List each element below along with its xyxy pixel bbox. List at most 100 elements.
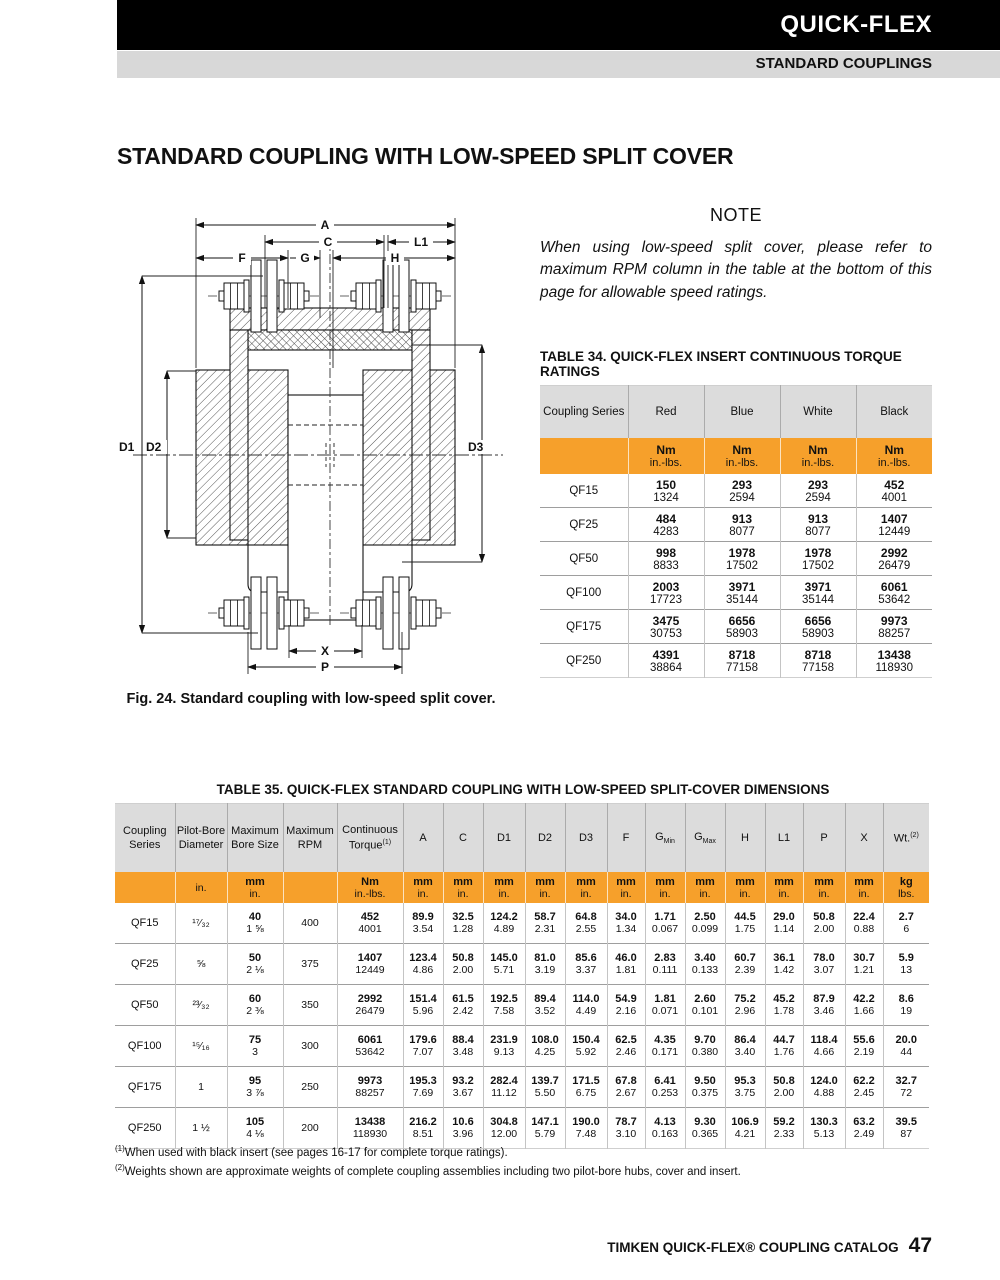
t35-value-cell: 1: [175, 1066, 228, 1108]
t35-col-header-wt-: Wt.(2): [883, 803, 929, 872]
imperial-value: 7.58: [493, 1005, 515, 1017]
single-value: 1 ½: [192, 1122, 210, 1134]
t35-unit-cell: mm in.: [645, 872, 686, 903]
imperial-value: 0.101: [691, 1005, 719, 1017]
t35-value-cell: 1407 12449: [337, 943, 404, 985]
imperial-value: 2.96: [734, 1005, 756, 1017]
single-value: 300: [301, 1040, 319, 1052]
t35-value-cell: 8.6 19: [883, 985, 929, 1026]
nm-value: 998: [655, 545, 677, 560]
t35-value-cell: 350: [283, 984, 338, 1026]
single-value: ⅝: [196, 958, 206, 970]
t35-row-qf15: QF15 ¹⁷⁄₃₂ 40 1 ⅝ 400 452 4001 89.9 3.54 32.5 1.28…: [115, 903, 929, 944]
unit-metric: mm: [695, 875, 715, 888]
imperial-value: 2.42: [452, 1005, 474, 1017]
metric-value: 85.6: [575, 952, 597, 964]
imperial-value: 4.66: [813, 1046, 835, 1058]
imperial-value: 3.75: [734, 1087, 756, 1099]
imperial-value: 5.96: [412, 1005, 434, 1017]
t35-value-cell: 452 4001: [337, 903, 404, 944]
nm-value: 3475: [652, 613, 680, 628]
t35-value-cell: 1 ½: [175, 1107, 228, 1149]
note-body: When using low-speed split cover, please…: [540, 239, 932, 301]
t35-value-cell: 62.2 2.45: [845, 1066, 884, 1108]
t35-value-cell: 89.4 3.52: [525, 984, 566, 1026]
imperial-value: 2.31: [534, 923, 556, 935]
nm-value: 913: [807, 511, 829, 526]
imperial-value: 0.171: [651, 1046, 679, 1058]
t35-value-cell: ¹⁷⁄₃₂: [175, 903, 228, 944]
t34-series-label: QF250: [540, 643, 629, 678]
t35-col-header-coupling-series: Coupling Series: [115, 803, 176, 872]
inlbs-value: 58903: [802, 627, 834, 640]
nm-value: 913: [731, 511, 753, 526]
unit-imperial: in.: [195, 881, 207, 894]
imperial-value: 5.50: [534, 1087, 556, 1099]
metric-value: 44.7: [773, 1034, 795, 1046]
t35-value-cell: 13438 118930: [337, 1107, 404, 1149]
imperial-value: 3.40: [734, 1046, 756, 1058]
imperial-value: 2.33: [773, 1128, 795, 1140]
imperial-value: 3.07: [813, 964, 835, 976]
t35-row-qf100: QF100 ¹⁵⁄₁₆ 75 3 300 6061 53642 179.6 7.07 88.4 3.…: [115, 1025, 929, 1067]
t35-col-header-h: H: [725, 803, 766, 872]
metric-value: 105: [245, 1116, 265, 1128]
t35-value-cell: 34.0 1.34: [607, 903, 646, 944]
metric-value: 29.0: [773, 911, 795, 923]
unit-imperial: in.: [620, 887, 632, 900]
imperial-value: 7.07: [412, 1046, 434, 1058]
t34-value-cell: 6656 58903: [704, 609, 781, 644]
dim-label-d3: D3: [468, 440, 484, 454]
t35-value-cell: 145.0 5.71: [483, 943, 526, 985]
inlbs-value: 17502: [726, 559, 758, 572]
t35-value-cell: 114.0 4.49: [565, 984, 608, 1026]
t35-value-cell: 20.0 44: [883, 1026, 929, 1067]
t35-value-cell: 231.9 9.13: [483, 1025, 526, 1067]
footnote-line: (2)Weights shown are approximate weights…: [115, 1162, 741, 1178]
metric-value: 60.7: [734, 952, 756, 964]
metric-value: 151.4: [409, 993, 437, 1005]
metric-value: 8.6: [898, 993, 914, 1005]
unit-metric: mm: [453, 875, 473, 888]
t35-col-header-d3: D3: [565, 803, 608, 872]
t34-col-header-white: White: [780, 385, 857, 438]
t34-series-label: QF100: [540, 575, 629, 610]
unit-inlbs: in.-lbs.: [801, 457, 835, 469]
t35-col-header-maximum-rpm: Maximum RPM: [283, 803, 338, 872]
metric-value: 62.5: [615, 1034, 637, 1046]
imperial-value: 88257: [355, 1087, 385, 1099]
metric-value: 130.3: [810, 1116, 838, 1128]
metric-value: 106.9: [731, 1116, 759, 1128]
t34-value-cell: 1978 17502: [780, 541, 857, 576]
imperial-value: 12.00: [490, 1128, 518, 1140]
unit-metric: mm: [494, 875, 514, 888]
t35-value-cell: 64.8 2.55: [565, 903, 608, 944]
imperial-value: 5.79: [534, 1128, 556, 1140]
t34-value-cell: 913 8077: [780, 507, 857, 542]
metric-value: 4.13: [654, 1116, 676, 1128]
imperial-value: 4.89: [493, 923, 515, 935]
metric-value: 50.8: [452, 952, 474, 964]
imperial-value: 4.86: [412, 964, 434, 976]
table35: Coupling Series Pilot-Bore Diameter Maximu…: [115, 803, 929, 1149]
metric-value: 89.4: [534, 993, 556, 1005]
t35-value-cell: 179.6 7.07: [403, 1025, 444, 1067]
nm-value: 452: [884, 477, 905, 492]
unit-imperial: in.: [249, 887, 261, 900]
t34-value-cell: 6061 53642: [856, 576, 932, 610]
t34-units-row: Nm in.-lbs. Nm in.-lbs. Nm in.-lbs. Nm in.-lbs.: [540, 438, 932, 474]
imperial-value: 2 ⅜: [246, 1005, 264, 1017]
header-black-bar: QUICK-FLEX: [117, 0, 1000, 50]
metric-value: 32.7: [895, 1075, 917, 1087]
figure-caption: Fig. 24. Standard coupling with low-spee…: [126, 691, 496, 707]
nm-value: 2003: [652, 579, 680, 594]
inlbs-value: 4001: [881, 491, 908, 504]
imperial-value: 7.48: [575, 1128, 597, 1140]
t35-value-cell: 9.70 0.380: [685, 1025, 726, 1067]
metric-value: 39.5: [895, 1116, 917, 1128]
t34-col-header-blue: Blue: [704, 385, 781, 438]
t35-value-cell: 4.35 0.171: [645, 1025, 686, 1067]
t34-unit-cell: Nm in.-lbs.: [780, 438, 857, 474]
imperial-value: 0.163: [651, 1128, 679, 1140]
t35-value-cell: 81.0 3.19: [525, 943, 566, 985]
